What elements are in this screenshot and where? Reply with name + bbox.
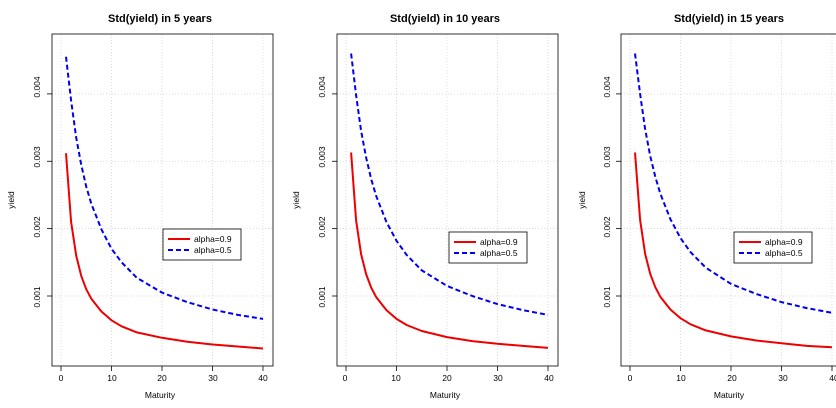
x-tick-label: 40 [544, 373, 554, 383]
series-line-alpha=0.9 [350, 152, 549, 349]
legend: alpha=0.9 alpha=0.5 [733, 231, 813, 264]
chart-title: Std(yield) in 5 years [108, 13, 212, 25]
y-axis-title: yield [577, 191, 587, 209]
x-axis-title: Maturity [714, 390, 745, 400]
series-line-alpha=0.9 [634, 152, 833, 349]
chart-title: Std(yield) in 10 years [390, 13, 500, 25]
chart-title: Std(yield) in 15 years [674, 13, 784, 25]
y-tick-label: 0.003 [317, 146, 327, 168]
x-tick-label: 20 [727, 373, 737, 383]
x-tick-label: 0 [59, 373, 64, 383]
x-tick-label: 0 [628, 373, 633, 383]
legend-box [162, 228, 242, 261]
y-tick-label: 0.002 [32, 216, 42, 238]
legend-label: alpha=0.5 [194, 245, 232, 255]
series-line-alpha=0.5 [350, 53, 549, 316]
y-tick-label: 0.004 [317, 76, 327, 98]
x-tick-label: 20 [157, 373, 167, 383]
y-axis-title: yield [6, 191, 16, 209]
y-tick-label: 0.001 [317, 286, 327, 308]
y-tick-label: 0.002 [317, 216, 327, 238]
y-tick-label: 0.002 [602, 216, 612, 238]
x-axis-title: Maturity [430, 390, 461, 400]
x-tick-label: 40 [258, 373, 268, 383]
legend-box [733, 231, 813, 264]
y-tick-label: 0.004 [32, 76, 42, 98]
legend-label: alpha=0.9 [194, 234, 232, 244]
plot-frame [336, 33, 559, 367]
x-tick-label: 30 [208, 373, 218, 383]
chart-panel-1: Std(yield) in 5 years Maturity yield 0 1… [6, 13, 274, 400]
y-tick-label: 0.001 [602, 286, 612, 308]
x-tick-label: 30 [493, 373, 503, 383]
y-tick-label: 0.004 [602, 76, 612, 98]
series-line-alpha=0.5 [65, 56, 264, 320]
x-tick-label: 10 [391, 373, 401, 383]
x-tick-label: 20 [442, 373, 452, 383]
plot-area [616, 33, 836, 371]
legend-box [448, 231, 528, 264]
legend-label: alpha=0.5 [765, 248, 803, 258]
chart-panel-2: Std(yield) in 10 years Maturity yield 0 … [291, 13, 559, 400]
plot-area [47, 33, 274, 371]
chart-panel-3: Std(yield) in 15 years Maturity yield 0 … [577, 13, 836, 400]
legend: alpha=0.9 alpha=0.5 [162, 228, 242, 261]
legend-label: alpha=0.9 [480, 237, 518, 247]
plot-frame [620, 33, 836, 367]
plot-area [332, 33, 559, 371]
legend: alpha=0.9 alpha=0.5 [448, 231, 528, 264]
legend-label: alpha=0.5 [480, 248, 518, 258]
y-tick-label: 0.003 [602, 146, 612, 168]
series-line-alpha=0.9 [65, 153, 264, 350]
y-axis-title: yield [291, 191, 301, 209]
x-axis-title: Maturity [145, 390, 176, 400]
x-tick-label: 30 [778, 373, 788, 383]
plot-frame [51, 33, 274, 367]
x-tick-label: 10 [107, 373, 117, 383]
series-line-alpha=0.5 [634, 53, 833, 314]
x-tick-label: 40 [829, 373, 836, 383]
y-tick-label: 0.003 [32, 146, 42, 168]
legend-label: alpha=0.9 [765, 237, 803, 247]
x-tick-label: 10 [676, 373, 686, 383]
y-tick-label: 0.001 [32, 286, 42, 308]
x-tick-label: 0 [343, 373, 348, 383]
